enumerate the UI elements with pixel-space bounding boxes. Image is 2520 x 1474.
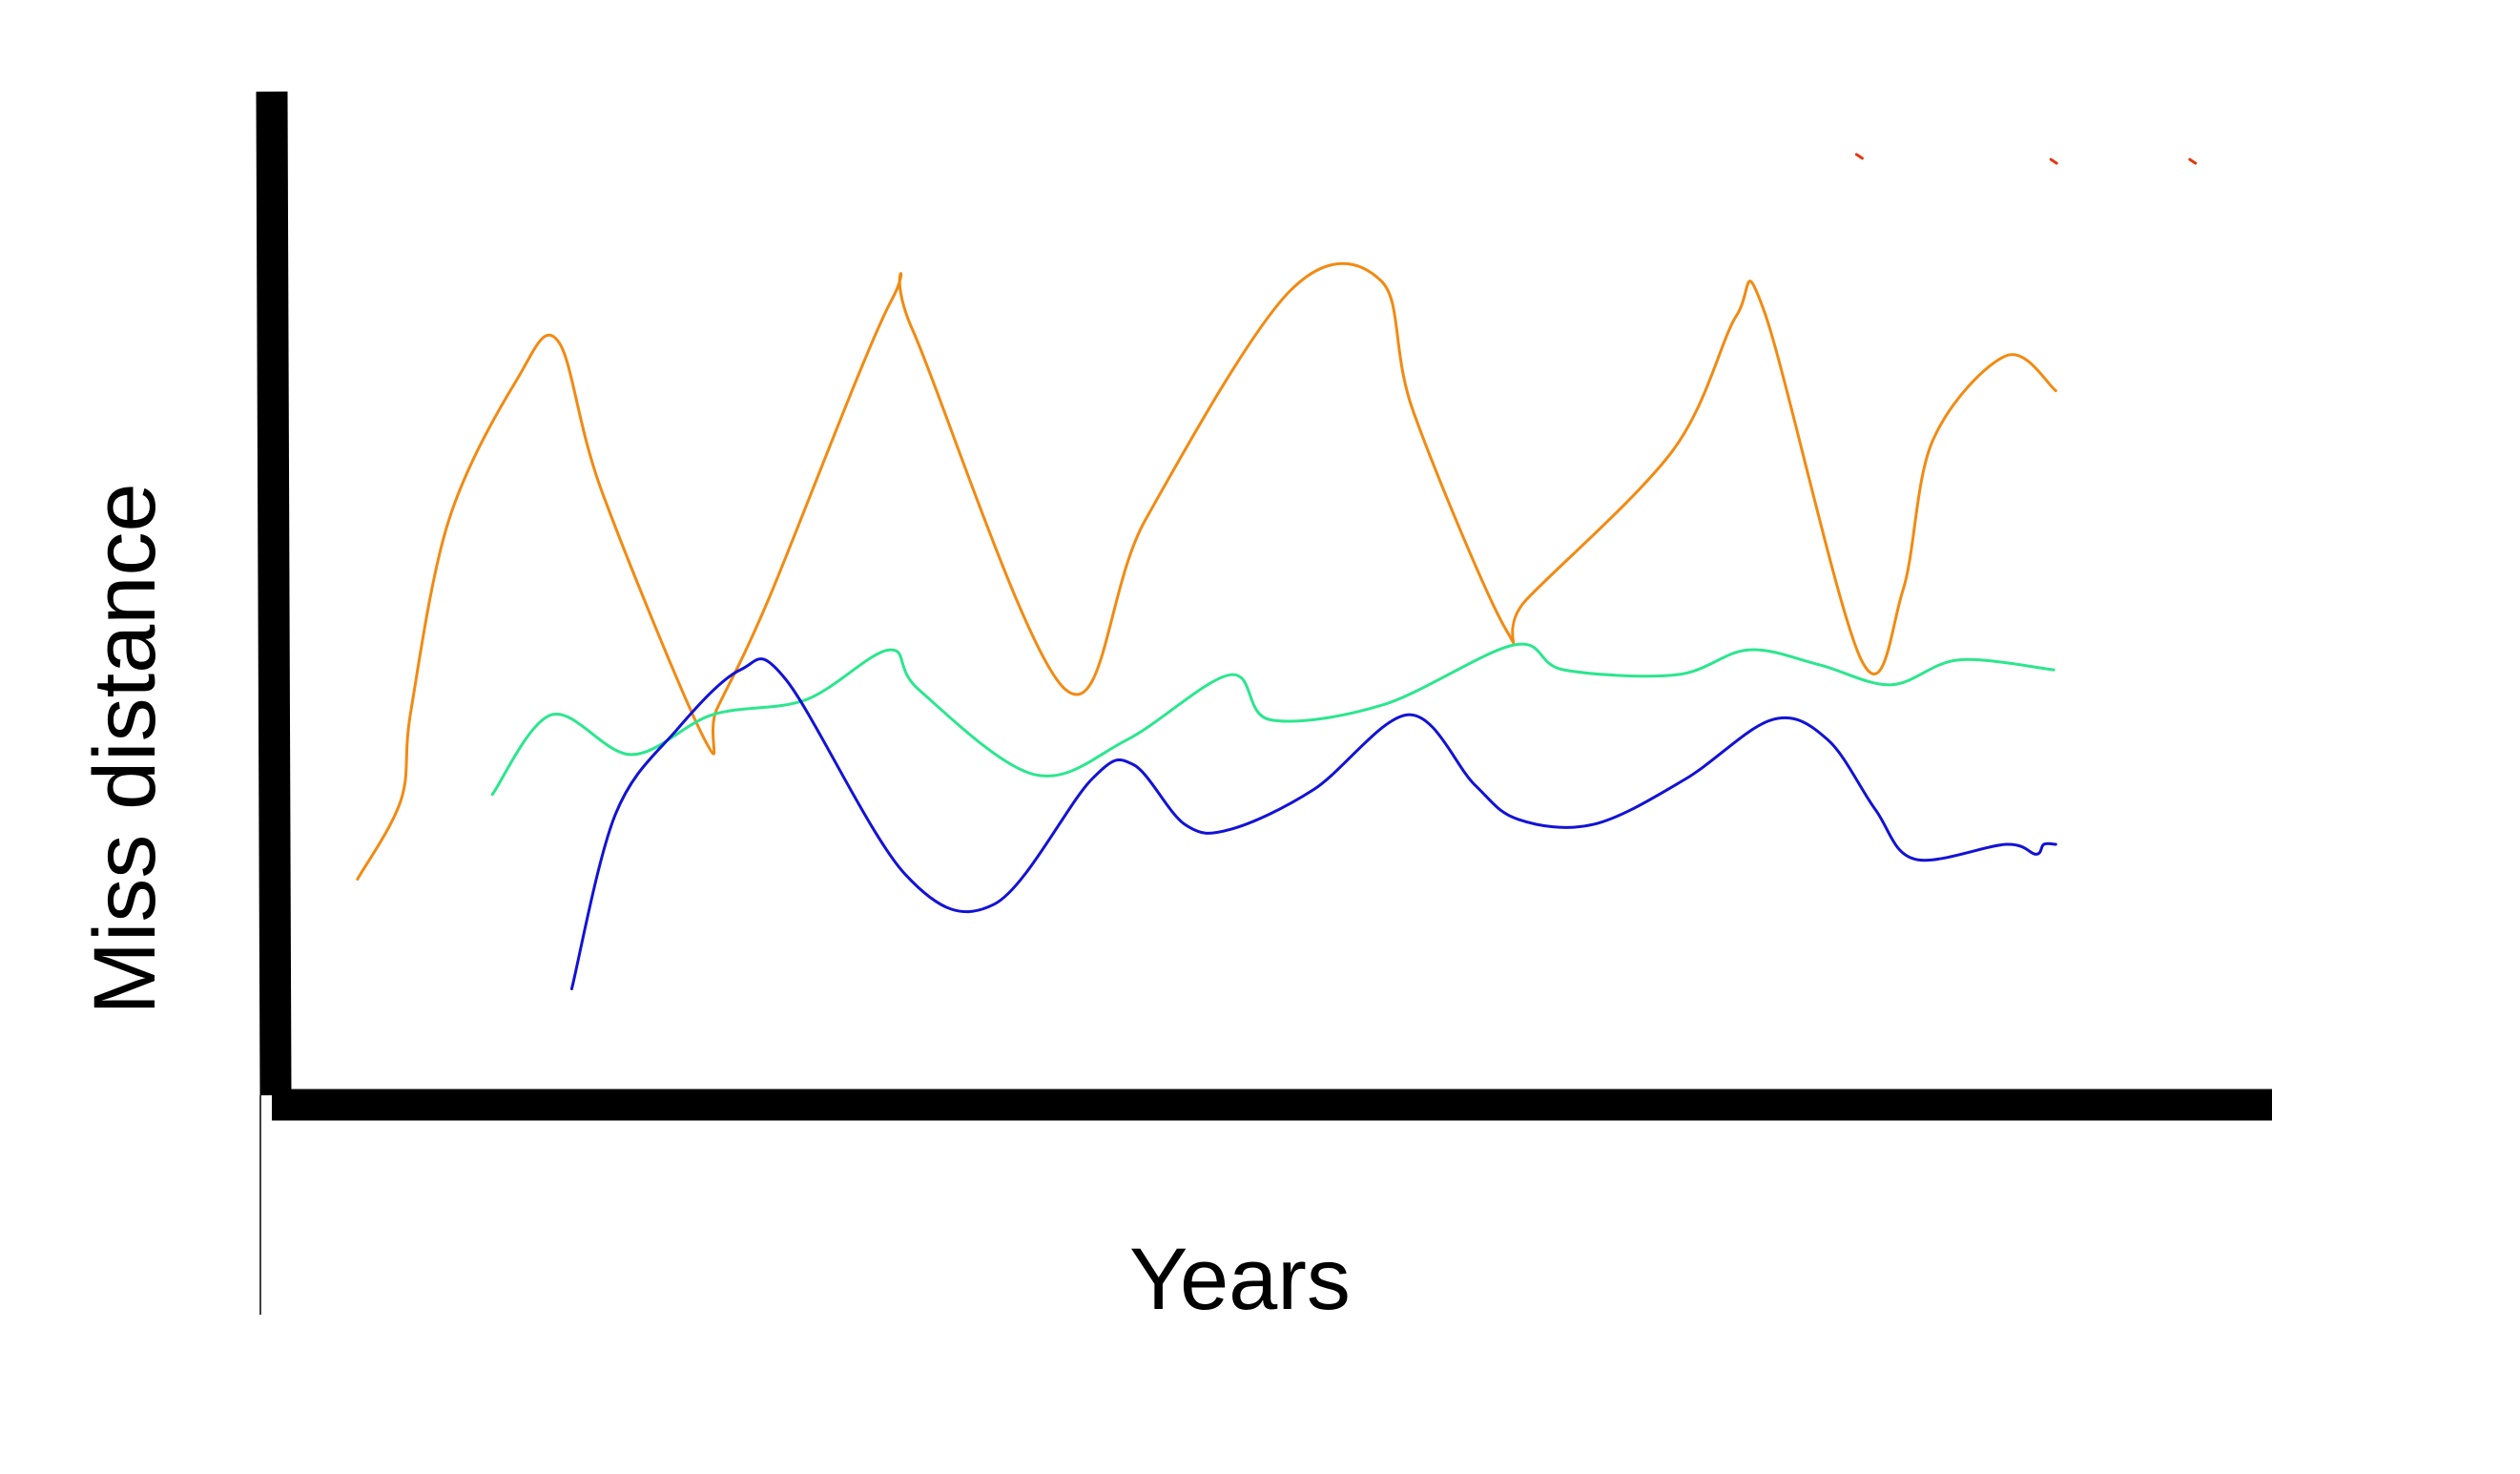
y-axis-line [256, 91, 292, 1096]
series-line-2 [490, 642, 2055, 797]
x-axis-title: Years [1129, 1231, 1351, 1328]
annotation-layer [1854, 153, 2198, 165]
stray-mark-3 [2188, 157, 2198, 165]
series-layer [356, 261, 2057, 990]
stray-mark-1 [1854, 153, 1864, 160]
stray-mark-2 [2049, 157, 2058, 165]
series-line-3 [569, 657, 2057, 990]
series-line-1 [356, 261, 2057, 881]
y-axis-title: Miss distance [76, 483, 174, 1014]
